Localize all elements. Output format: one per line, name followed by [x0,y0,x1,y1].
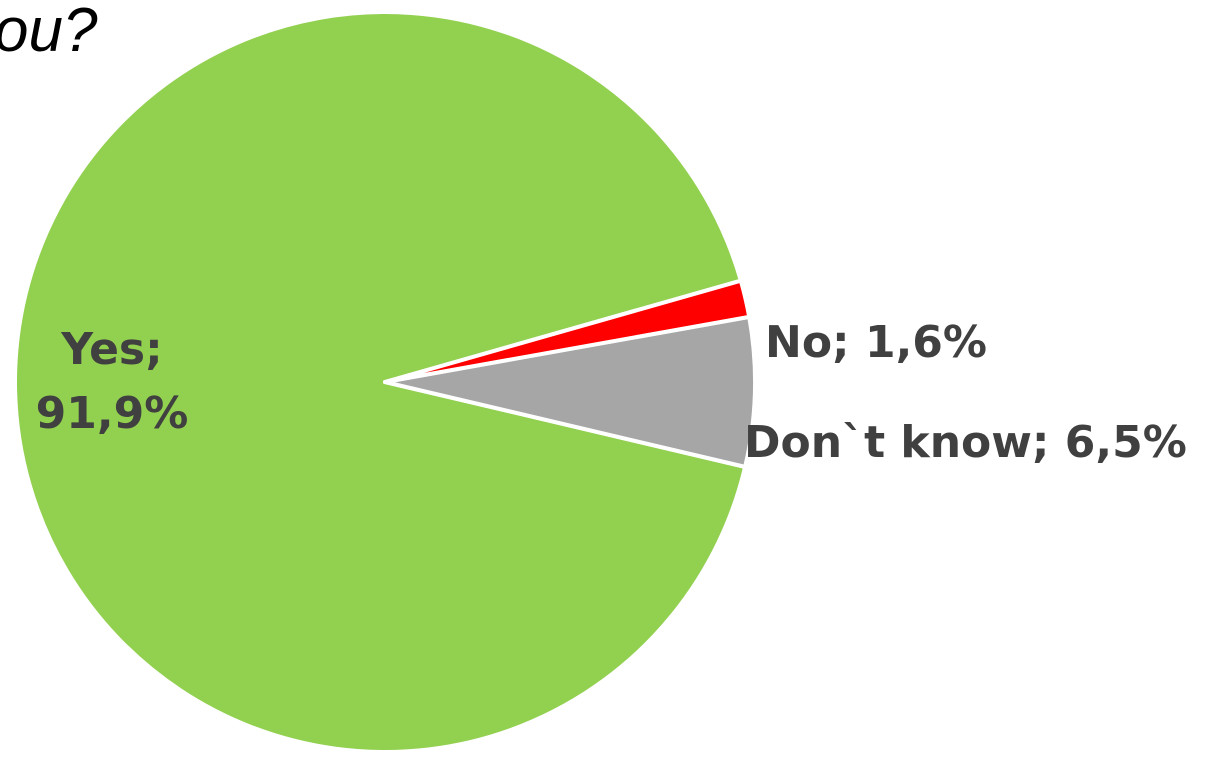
data-label-yes-line-2: 91,9% [36,388,189,439]
pie-slice-don-t-know [383,314,757,469]
chart-title: ou? [0,0,98,65]
pie-slice-no [383,278,752,384]
pie-slice-yes [13,10,748,755]
data-label-don-t-know: Don`t know; 6,5% [744,417,1187,468]
data-label-yes-line-1: Yes; [60,324,162,375]
data-label-no: No; 1,6% [765,317,987,368]
